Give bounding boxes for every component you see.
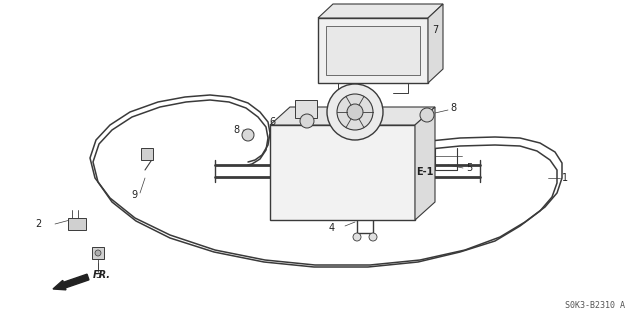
FancyArrow shape [53,274,89,290]
Circle shape [347,104,363,120]
Text: 8: 8 [450,103,456,113]
Text: 6: 6 [269,117,275,127]
FancyBboxPatch shape [68,218,86,230]
Polygon shape [270,107,435,125]
Circle shape [337,94,373,130]
FancyBboxPatch shape [92,247,104,259]
Polygon shape [428,4,443,83]
Circle shape [369,233,377,241]
FancyBboxPatch shape [326,26,420,75]
FancyBboxPatch shape [318,18,428,83]
Circle shape [95,250,101,256]
Circle shape [300,114,314,128]
Circle shape [327,84,383,140]
Text: E-1: E-1 [416,167,433,177]
Text: FR.: FR. [93,270,111,280]
Text: 2: 2 [36,219,42,229]
Polygon shape [318,4,443,18]
Text: 9: 9 [132,190,138,200]
Text: 3: 3 [95,270,101,280]
Text: 4: 4 [329,223,335,233]
Text: 8: 8 [234,125,240,135]
FancyBboxPatch shape [295,100,317,118]
Text: S0K3-B2310 A: S0K3-B2310 A [565,301,625,310]
Circle shape [242,129,254,141]
FancyBboxPatch shape [270,125,415,220]
Text: 5: 5 [466,163,472,173]
Polygon shape [415,107,435,220]
Text: 7: 7 [432,25,438,35]
Text: 1: 1 [562,173,568,183]
FancyBboxPatch shape [141,148,153,160]
Circle shape [420,108,434,122]
Circle shape [353,233,361,241]
